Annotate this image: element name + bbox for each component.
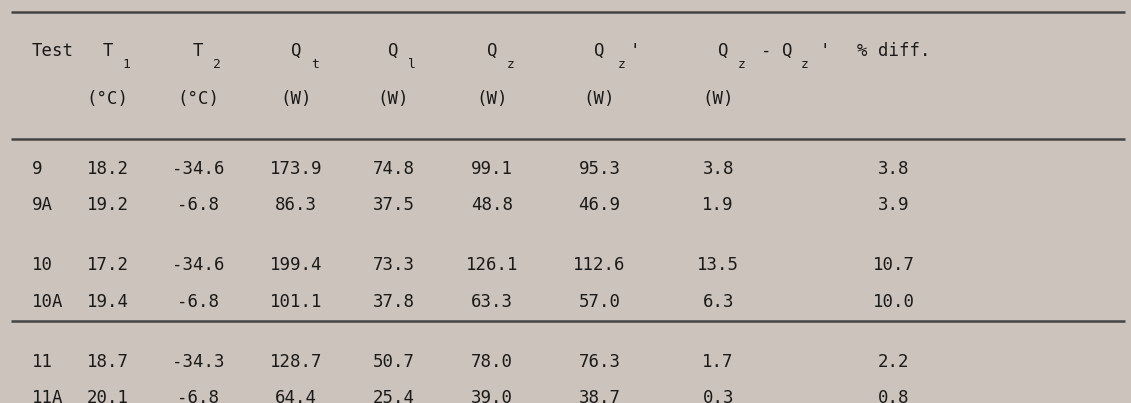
Text: 46.9: 46.9 bbox=[578, 196, 621, 214]
Text: 0.3: 0.3 bbox=[702, 389, 734, 403]
Text: 50.7: 50.7 bbox=[372, 353, 415, 371]
Text: 19.2: 19.2 bbox=[86, 196, 129, 214]
Text: Q: Q bbox=[291, 42, 302, 60]
Text: 38.7: 38.7 bbox=[578, 389, 621, 403]
Text: 126.1: 126.1 bbox=[466, 256, 518, 274]
Text: 10.0: 10.0 bbox=[872, 293, 915, 311]
Text: 73.3: 73.3 bbox=[372, 256, 415, 274]
Text: 173.9: 173.9 bbox=[270, 160, 322, 178]
Text: (W): (W) bbox=[378, 90, 409, 108]
Text: 63.3: 63.3 bbox=[470, 293, 513, 311]
Text: (W): (W) bbox=[476, 90, 508, 108]
Text: 9: 9 bbox=[32, 160, 42, 178]
Text: z: z bbox=[618, 58, 625, 71]
Text: z: z bbox=[507, 58, 515, 71]
Text: ': ' bbox=[630, 42, 640, 60]
Text: 25.4: 25.4 bbox=[372, 389, 415, 403]
Text: -34.3: -34.3 bbox=[172, 353, 224, 371]
Text: 95.3: 95.3 bbox=[578, 160, 621, 178]
Text: 11A: 11A bbox=[32, 389, 63, 403]
Text: l: l bbox=[408, 58, 416, 71]
Text: 19.4: 19.4 bbox=[86, 293, 129, 311]
Text: -34.6: -34.6 bbox=[172, 256, 224, 274]
Text: Q: Q bbox=[594, 42, 605, 60]
Text: 64.4: 64.4 bbox=[275, 389, 318, 403]
Text: 2: 2 bbox=[213, 58, 221, 71]
Text: ': ' bbox=[820, 42, 830, 60]
Text: 6.3: 6.3 bbox=[702, 293, 734, 311]
Text: 86.3: 86.3 bbox=[275, 196, 318, 214]
Text: 101.1: 101.1 bbox=[270, 293, 322, 311]
Text: (°C): (°C) bbox=[86, 90, 129, 108]
Text: -6.8: -6.8 bbox=[176, 196, 219, 214]
Text: 0.8: 0.8 bbox=[878, 389, 909, 403]
Text: 18.2: 18.2 bbox=[86, 160, 129, 178]
Text: 78.0: 78.0 bbox=[470, 353, 513, 371]
Text: 1: 1 bbox=[122, 58, 130, 71]
Text: 9A: 9A bbox=[32, 196, 53, 214]
Text: 57.0: 57.0 bbox=[578, 293, 621, 311]
Text: 112.6: 112.6 bbox=[573, 256, 625, 274]
Text: 3.8: 3.8 bbox=[878, 160, 909, 178]
Text: 3.9: 3.9 bbox=[878, 196, 909, 214]
Text: T: T bbox=[102, 42, 113, 60]
Text: Q: Q bbox=[718, 42, 728, 60]
Text: 99.1: 99.1 bbox=[470, 160, 513, 178]
Text: t: t bbox=[311, 58, 319, 71]
Text: Q: Q bbox=[388, 42, 399, 60]
Text: 10: 10 bbox=[32, 256, 53, 274]
Text: 1.7: 1.7 bbox=[702, 353, 734, 371]
Text: 39.0: 39.0 bbox=[470, 389, 513, 403]
Text: % diff.: % diff. bbox=[857, 42, 930, 60]
Text: 10.7: 10.7 bbox=[872, 256, 915, 274]
Text: (W): (W) bbox=[280, 90, 312, 108]
Text: - Q: - Q bbox=[761, 42, 793, 60]
Text: z: z bbox=[801, 58, 809, 71]
Text: Test: Test bbox=[32, 42, 74, 60]
Text: 76.3: 76.3 bbox=[578, 353, 621, 371]
Text: -6.8: -6.8 bbox=[176, 389, 219, 403]
Text: 13.5: 13.5 bbox=[697, 256, 740, 274]
Text: 1.9: 1.9 bbox=[702, 196, 734, 214]
Text: 48.8: 48.8 bbox=[470, 196, 513, 214]
Text: 128.7: 128.7 bbox=[270, 353, 322, 371]
Text: Q: Q bbox=[486, 42, 498, 60]
Text: -34.6: -34.6 bbox=[172, 160, 224, 178]
Text: (W): (W) bbox=[702, 90, 734, 108]
Text: (°C): (°C) bbox=[176, 90, 219, 108]
Text: -6.8: -6.8 bbox=[176, 293, 219, 311]
Text: 11: 11 bbox=[32, 353, 53, 371]
Text: 10A: 10A bbox=[32, 293, 63, 311]
Text: z: z bbox=[737, 58, 745, 71]
Text: 74.8: 74.8 bbox=[372, 160, 415, 178]
Text: 3.8: 3.8 bbox=[702, 160, 734, 178]
Text: 37.5: 37.5 bbox=[372, 196, 415, 214]
Text: 199.4: 199.4 bbox=[270, 256, 322, 274]
Text: 37.8: 37.8 bbox=[372, 293, 415, 311]
Text: 18.7: 18.7 bbox=[86, 353, 129, 371]
Text: 2.2: 2.2 bbox=[878, 353, 909, 371]
Text: (W): (W) bbox=[584, 90, 615, 108]
Text: 20.1: 20.1 bbox=[86, 389, 129, 403]
Text: T: T bbox=[192, 42, 204, 60]
Text: 17.2: 17.2 bbox=[86, 256, 129, 274]
